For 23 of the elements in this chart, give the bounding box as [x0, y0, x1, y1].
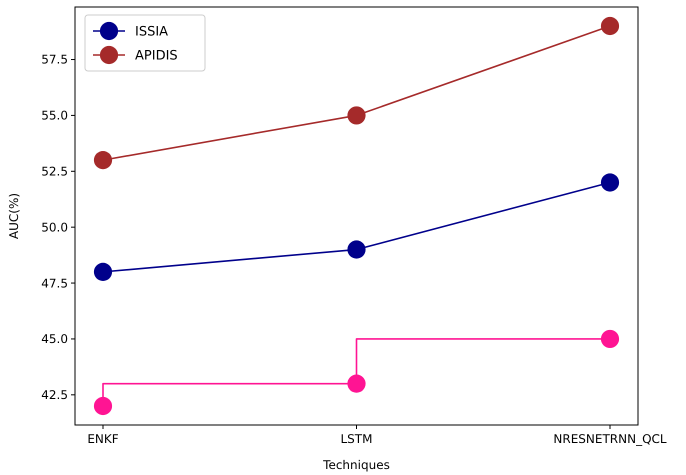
y-tick-label: 52.5: [41, 164, 68, 178]
point: [94, 151, 112, 170]
legend-label: APIDIS: [135, 48, 178, 64]
y-tick-label: 55.0: [41, 108, 68, 123]
y-tick-label: 47.5: [41, 276, 68, 290]
y-tick-label: 45.0: [41, 332, 68, 346]
point: [600, 330, 620, 348]
legend-label: ISSIA: [135, 24, 168, 40]
point: [347, 240, 366, 259]
x-tick-label: NRESNETRNN_QCL: [553, 432, 667, 446]
point: [347, 374, 366, 393]
y-axis-title: AUC(%): [7, 192, 21, 240]
point: [94, 396, 112, 416]
y-tick-label: 42.5: [41, 388, 68, 402]
point: [347, 106, 366, 124]
point: [600, 16, 620, 36]
x-tick-label: ENKF: [87, 432, 119, 446]
x-axis-title: Techniques: [322, 458, 390, 472]
point: [94, 262, 112, 281]
y-tick-label: 57.5: [41, 52, 68, 67]
point: [600, 173, 620, 192]
x-tick-label: LSTM: [340, 432, 372, 446]
y-tick-label: 50.0: [41, 220, 68, 234]
